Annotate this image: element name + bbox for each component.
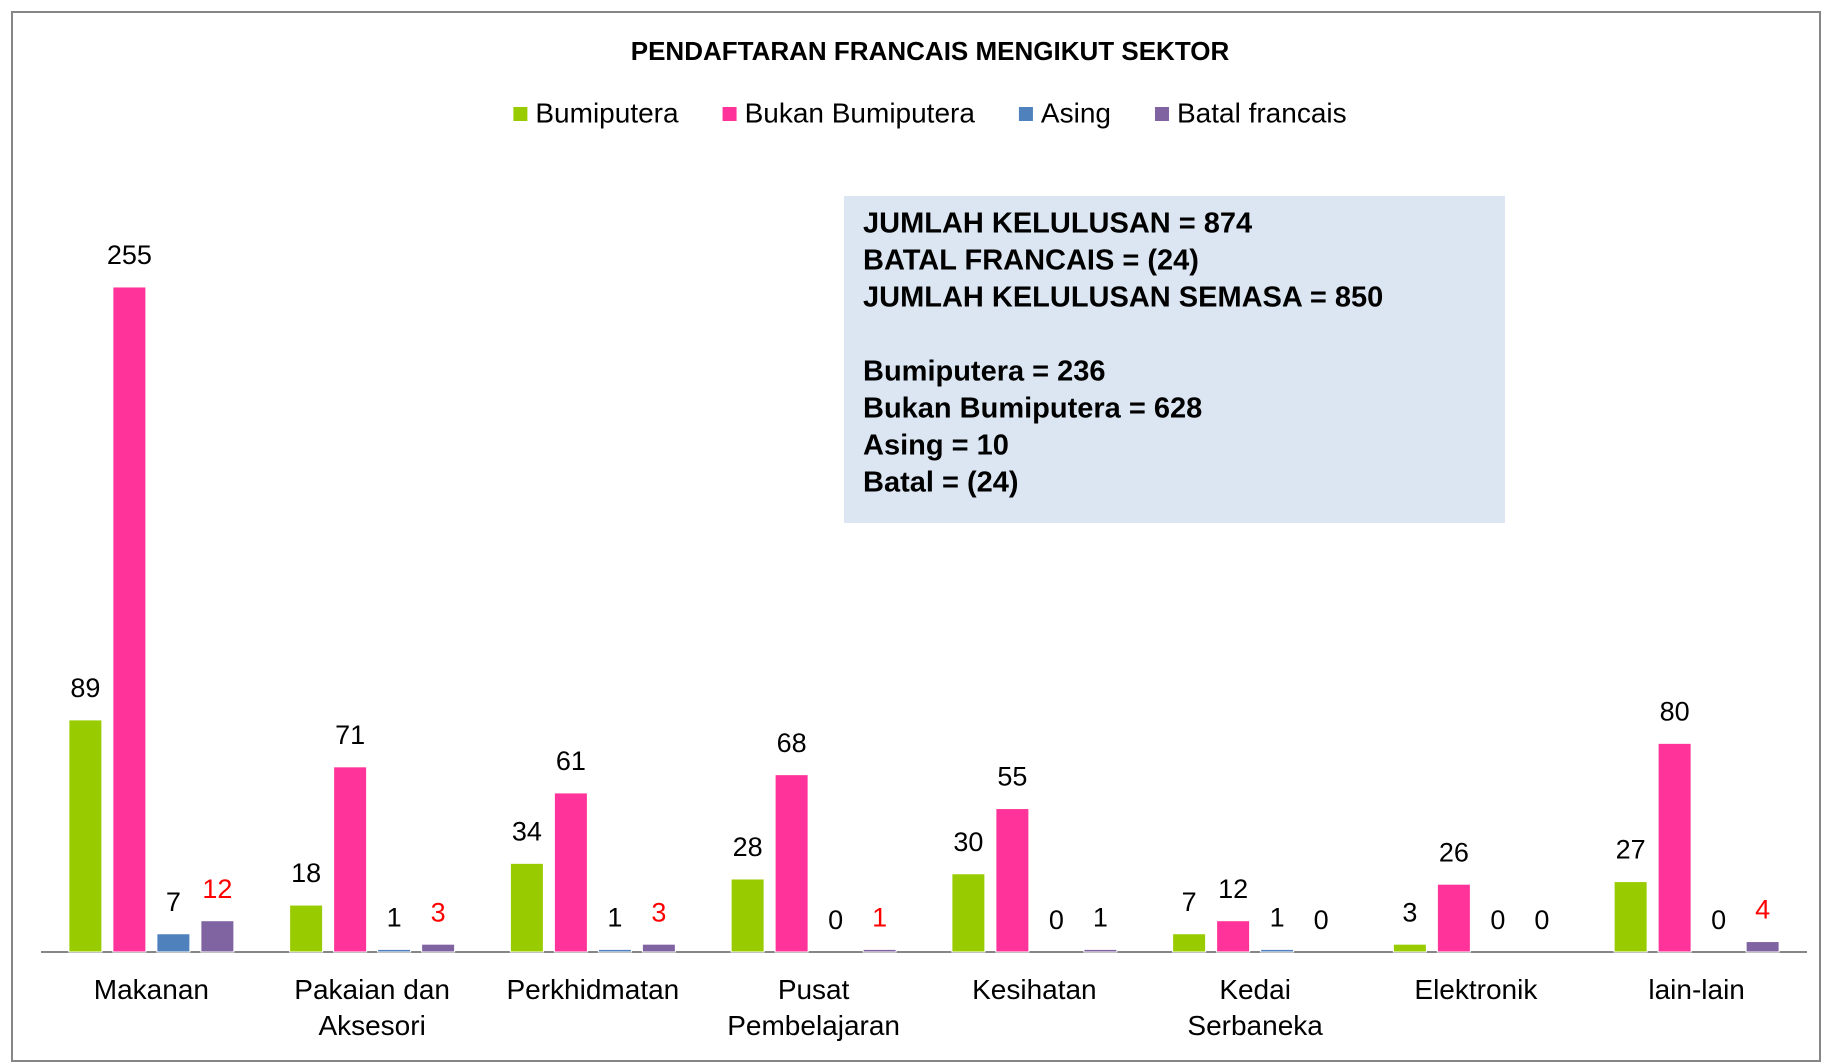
legend-swatch (1018, 107, 1033, 121)
data-label: 61 (556, 746, 586, 776)
bar (112, 286, 147, 953)
bar (509, 862, 544, 953)
data-label: 1 (1093, 903, 1108, 933)
data-label: 30 (953, 827, 983, 857)
data-label: 3 (1402, 897, 1417, 927)
bar (1657, 742, 1692, 953)
annotation-text: JUMLAH KELULUSAN = 874 (863, 208, 1252, 240)
data-label: 55 (997, 762, 1027, 792)
bar (200, 920, 235, 953)
bar (1436, 883, 1471, 953)
data-label: 255 (107, 240, 152, 270)
bar (1613, 881, 1648, 953)
data-label: 3 (651, 897, 666, 927)
bar (421, 943, 456, 953)
data-label: 3 (431, 897, 446, 927)
data-label: 0 (1314, 905, 1329, 935)
data-label: 89 (70, 673, 100, 703)
annotation-text: BATAL FRANCAIS = (24) (863, 245, 1199, 277)
data-label: 7 (166, 887, 181, 917)
data-label: 1 (607, 903, 622, 933)
bar (597, 948, 632, 953)
data-label: 12 (1218, 874, 1248, 904)
bar (1260, 948, 1295, 953)
legend-swatch (513, 107, 528, 121)
legend: Bumiputera Bukan Bumiputera Asing Batal fra… (513, 97, 1347, 128)
annotation-text: JUMLAH KELULUSAN SEMASA = 850 (863, 282, 1383, 314)
annotation-text: Bukan Bumiputera = 628 (863, 393, 1202, 425)
annotation-text: Batal = (24) (863, 467, 1019, 499)
legend-label: Batal francais (1177, 97, 1347, 128)
data-label: 1 (387, 903, 402, 933)
data-label: 71 (335, 720, 365, 750)
bar (995, 808, 1030, 953)
x-tick-label: Elektronik (1414, 974, 1538, 1005)
bar (289, 904, 324, 953)
data-label: 0 (1711, 905, 1726, 935)
data-label: 0 (1534, 905, 1549, 935)
x-tick-label: Pusat Pembelajaran (727, 974, 901, 1041)
bar (730, 878, 765, 953)
data-label: 7 (1182, 887, 1197, 917)
bar (333, 766, 368, 953)
bar (1392, 943, 1427, 953)
bar (1216, 920, 1251, 953)
data-label: 12 (202, 874, 232, 904)
legend-label: Bukan Bumiputera (745, 97, 976, 128)
annotation-text: Asing = 10 (863, 430, 1009, 462)
x-tick-label: lain-lain (1648, 974, 1745, 1005)
data-label: 1 (872, 903, 887, 933)
data-label: 0 (1490, 905, 1505, 935)
data-label: 28 (733, 832, 763, 862)
data-label: 0 (828, 905, 843, 935)
bar (68, 719, 103, 953)
annotation-box (844, 196, 1505, 523)
bar (553, 792, 588, 953)
legend-label: Asing (1041, 97, 1111, 128)
x-tick-label: Kesihatan (972, 974, 1097, 1005)
data-label: 80 (1660, 696, 1690, 726)
legend-swatch (722, 107, 737, 121)
x-tick-label: Pakaian dan Aksesori (294, 974, 450, 1041)
legend-swatch (1154, 107, 1169, 121)
data-label: 0 (1049, 905, 1064, 935)
data-label: 27 (1616, 835, 1646, 865)
bar (1745, 941, 1780, 953)
x-tick-label: Kedai Serbaneka (1187, 974, 1323, 1041)
bar (774, 774, 809, 953)
bar (1172, 933, 1207, 953)
annotation-text: Bumiputera = 236 (863, 356, 1106, 388)
data-label: 4 (1755, 895, 1770, 925)
legend-label: Bumiputera (535, 97, 679, 128)
bar (377, 948, 412, 953)
data-label: 1 (1270, 903, 1285, 933)
bar (641, 943, 676, 953)
chart-border (11, 11, 1821, 1062)
bar (156, 933, 191, 953)
data-label: 68 (777, 728, 807, 758)
bar (1083, 948, 1118, 953)
x-tick-label: Makanan (93, 974, 209, 1005)
data-label: 26 (1439, 837, 1469, 867)
chart-title: PENDAFTARAN FRANCAIS MENGIKUT SEKTOR (631, 36, 1230, 66)
data-label: 34 (512, 816, 542, 846)
bar (862, 948, 897, 953)
data-label: 18 (291, 858, 321, 888)
x-tick-label: Perkhidmatan (506, 974, 680, 1005)
bar (951, 873, 986, 953)
